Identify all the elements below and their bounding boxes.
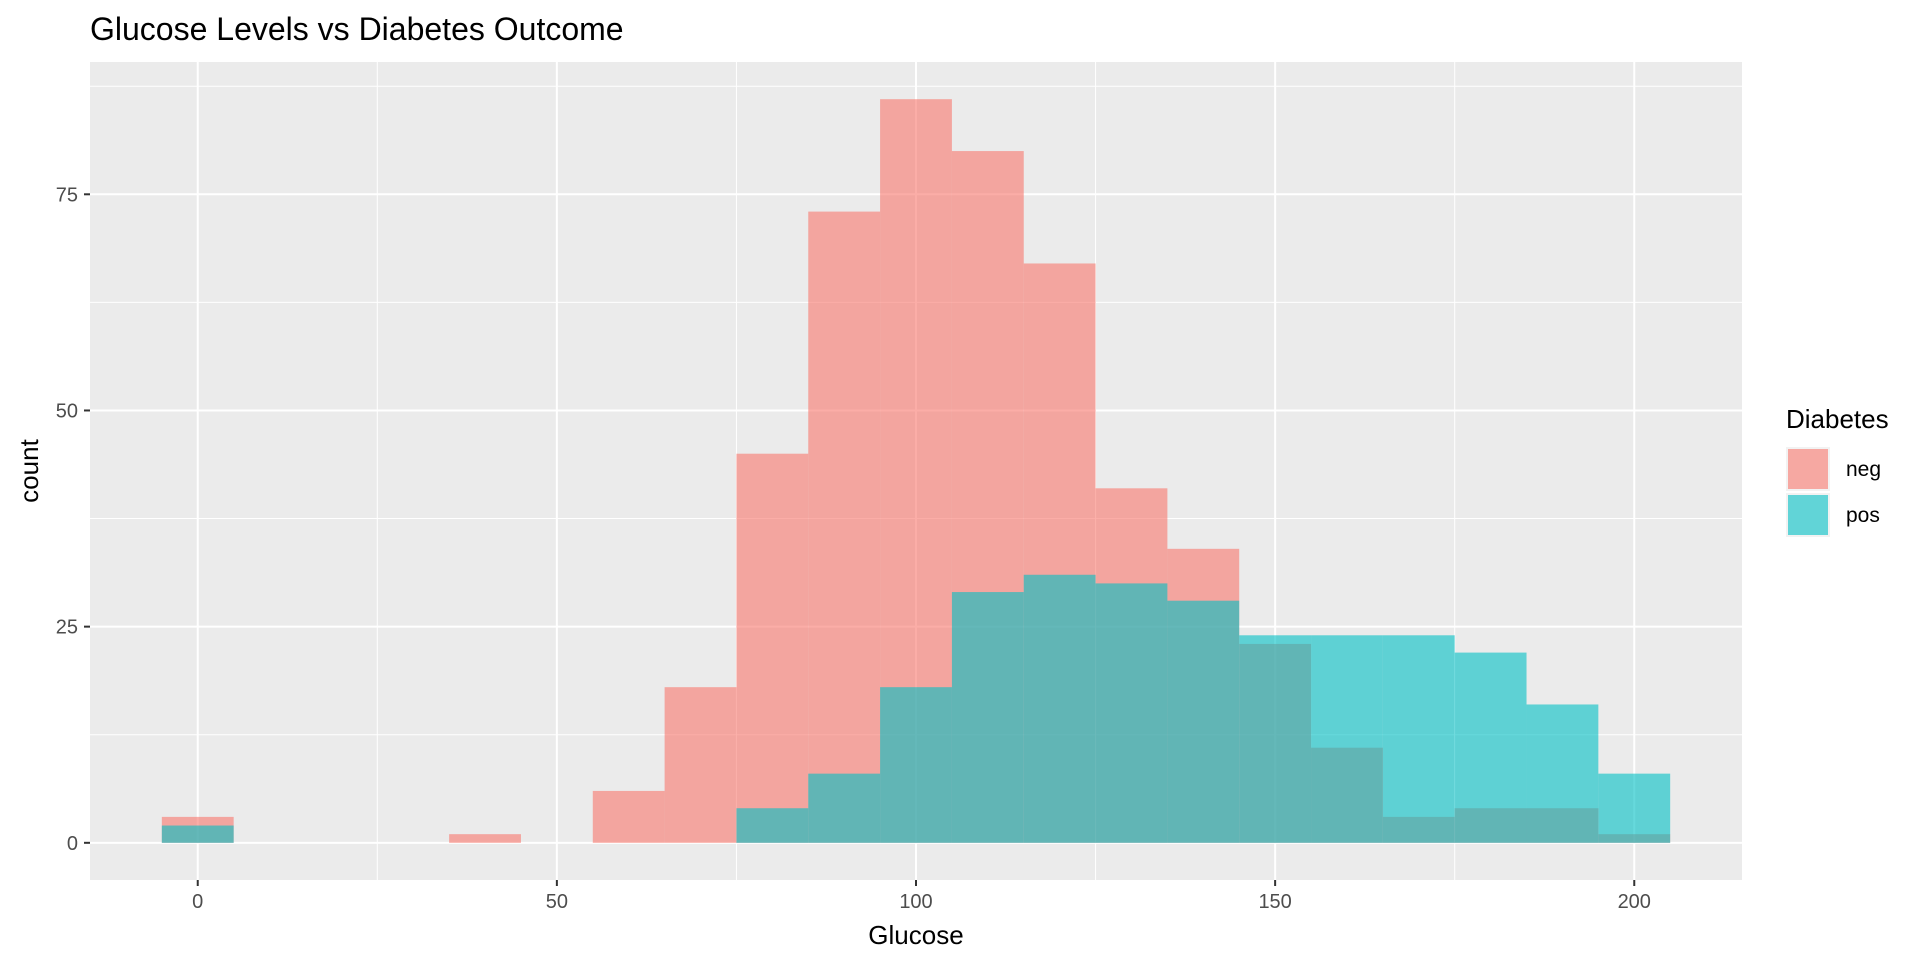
- bar-pos: [951, 592, 1024, 843]
- y-tick-label: 75: [56, 184, 78, 206]
- legend: Diabetes neg pos: [1786, 404, 1889, 537]
- x-tick-label: 200: [1618, 891, 1651, 913]
- y-axis: 0 25 50 75: [56, 184, 90, 855]
- y-axis-title: count: [14, 438, 44, 502]
- legend-title: Diabetes: [1786, 404, 1889, 434]
- bar-pos: [1382, 635, 1455, 843]
- bar-neg: [449, 834, 521, 843]
- y-tick-label: 25: [56, 617, 78, 639]
- bar-pos: [1526, 704, 1599, 843]
- bar-pos: [1095, 583, 1168, 843]
- chart-title: Glucose Levels vs Diabetes Outcome: [90, 11, 624, 47]
- bar-pos: [1023, 574, 1096, 843]
- legend-label-neg: neg: [1846, 458, 1881, 481]
- y-tick-label: 0: [67, 833, 78, 855]
- bar-pos: [1311, 635, 1383, 843]
- legend-swatch-neg: [1788, 449, 1828, 489]
- bar-pos: [1454, 652, 1527, 843]
- bar-neg: [808, 211, 881, 843]
- x-tick-label: 150: [1258, 891, 1291, 913]
- bar-neg: [592, 790, 665, 843]
- bars: [161, 99, 1671, 843]
- bar-pos: [736, 808, 809, 843]
- bar-neg: [736, 453, 809, 843]
- bar-pos: [880, 687, 952, 843]
- bar-neg: [664, 687, 737, 843]
- x-tick-label: 100: [899, 891, 932, 913]
- y-tick-label: 50: [56, 400, 78, 422]
- bar-pos: [1167, 600, 1240, 843]
- x-tick-label: 50: [546, 891, 568, 913]
- legend-swatch-pos: [1788, 495, 1828, 535]
- bar-pos: [1239, 635, 1312, 843]
- bar-pos: [161, 825, 234, 843]
- x-axis: 0 50 100 150 200: [192, 880, 1651, 913]
- bar-pos: [808, 773, 881, 843]
- x-axis-title: Glucose: [868, 920, 963, 950]
- x-tick-label: 0: [192, 891, 203, 913]
- legend-label-pos: pos: [1846, 504, 1880, 527]
- bar-pos: [1598, 773, 1671, 843]
